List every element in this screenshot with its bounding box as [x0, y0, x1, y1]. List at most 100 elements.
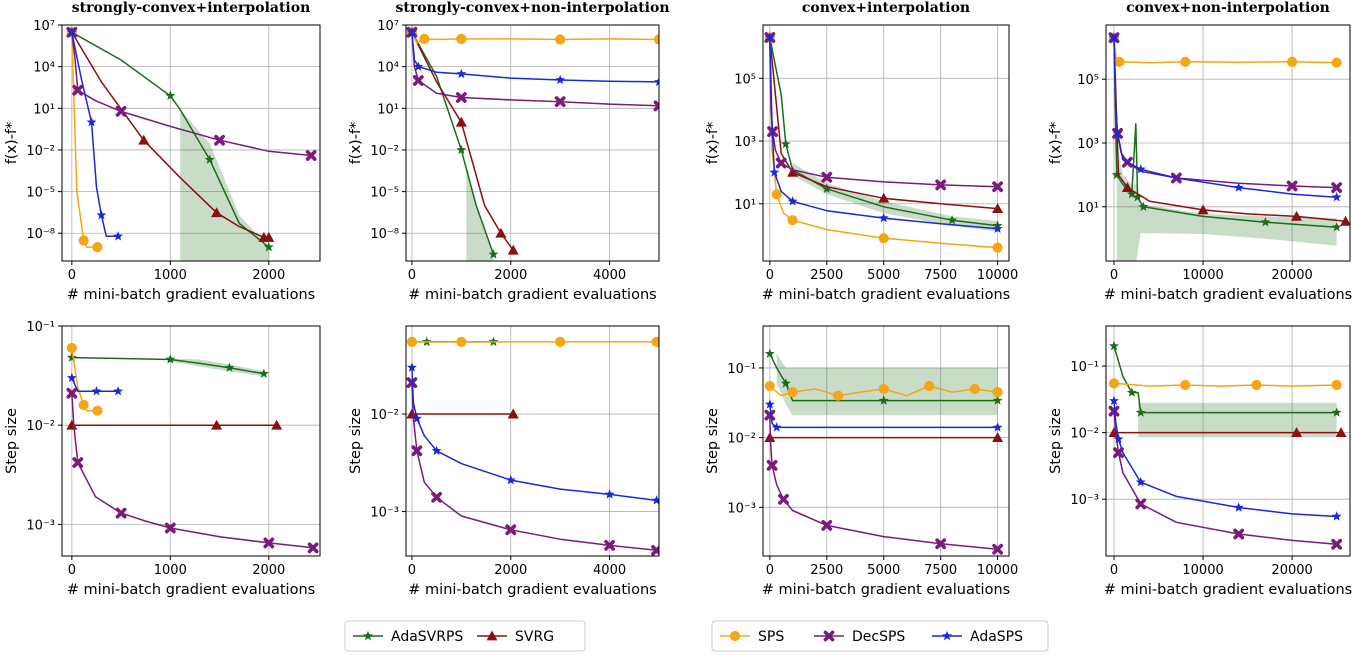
y-tick-label: 10⁻² — [370, 408, 399, 423]
x-tick-label: 10000 — [1182, 268, 1223, 283]
series-line-adasvrps — [71, 356, 265, 375]
x-tick-label: 0 — [408, 268, 416, 283]
point-sps — [833, 390, 844, 401]
point-decsps-core — [824, 174, 830, 180]
point-decsps-core — [1236, 531, 1242, 537]
y-tick-label: 10⁴ — [33, 61, 55, 76]
y-tick-label: 10⁻³ — [26, 518, 55, 533]
point-decsps-core — [1138, 501, 1144, 507]
point-adasvrps — [224, 362, 235, 372]
x-tick-label: 4000 — [593, 563, 626, 578]
point-decsps-core — [508, 527, 514, 533]
legend-marker-adasps — [942, 630, 952, 641]
panel-4-plot-area — [1108, 32, 1350, 261]
point-decsps-core — [167, 525, 173, 531]
point-decsps-core — [1334, 184, 1340, 191]
point-sps — [78, 235, 89, 246]
series-line-adasps — [71, 32, 119, 238]
x-tick-label: 10000 — [977, 563, 1018, 578]
panel-3-title: convex+interpolation — [802, 0, 970, 16]
point-adasvrps — [66, 352, 77, 362]
y-tick-label: 10⁻³ — [370, 506, 399, 521]
point-svrg — [495, 227, 507, 238]
x-tick-label: 0 — [766, 563, 774, 578]
axes-frame — [405, 325, 660, 557]
point-adasps — [769, 167, 780, 177]
legend-label: SVRG — [515, 629, 554, 645]
point-sps — [878, 383, 889, 395]
point-sps — [555, 34, 566, 45]
point-adasvrps — [1126, 188, 1137, 199]
point-sps — [771, 189, 782, 200]
y-tick-label: 10³ — [734, 135, 756, 150]
point-adasvrps — [1111, 169, 1122, 180]
x-tick-label: 0 — [68, 268, 76, 283]
panel-2-ylabel: f(x)-f* — [348, 122, 364, 165]
point-decsps-core — [653, 547, 659, 553]
point-adasps — [878, 212, 889, 223]
y-tick-label: 10³ — [1077, 137, 1099, 152]
point-adasps — [113, 231, 124, 241]
point-svrg — [507, 408, 519, 419]
legend-label: DecSPS — [852, 629, 905, 645]
point-svrg — [787, 166, 799, 177]
point-adasvrps — [165, 354, 176, 364]
point-adasps — [1135, 164, 1146, 174]
point-sps — [1180, 379, 1191, 391]
point-sps — [406, 336, 418, 347]
point-adasps — [1112, 128, 1123, 138]
panel-8-ylabel: Step size — [1048, 408, 1064, 474]
panel-7-plot-area — [764, 348, 1004, 555]
legend-marker-sps — [729, 630, 741, 642]
x-tick-label: 0 — [68, 563, 76, 578]
point-adasps — [604, 489, 615, 499]
legend: SPS DecSPS AdaSPS — [711, 620, 1049, 652]
point-sps — [1180, 56, 1191, 67]
point-adasvrps — [1126, 387, 1137, 397]
point-decsps-core — [69, 390, 75, 396]
point-adasps — [456, 68, 467, 79]
point-decsps-core — [75, 87, 81, 93]
point-decsps-core — [769, 462, 775, 468]
point-sps — [787, 387, 798, 398]
band-adasvrps — [776, 353, 998, 416]
legend-item-decsps: DecSPS — [814, 629, 905, 645]
panel-4-ylabel: f(x)-f* — [1048, 122, 1064, 165]
point-svrg — [271, 419, 283, 430]
point-adasps — [91, 386, 102, 396]
point-svrg — [1335, 427, 1347, 438]
panel-6-ylabel: Step size — [348, 408, 364, 474]
point-sps — [92, 405, 103, 416]
y-tick-label: 10⁻² — [1070, 427, 1099, 442]
point-decsps-core — [118, 108, 124, 114]
point-adasvrps — [1109, 340, 1119, 351]
series-line-sps — [1113, 382, 1337, 387]
legend-label: SPS — [758, 629, 784, 645]
series-line-decsps — [411, 382, 657, 552]
point-svrg — [455, 116, 467, 127]
x-tick-label: 5000 — [867, 268, 900, 283]
panel-4: 0 10000 20000 10⁵ 10³ 10¹ convex+non-interpola… — [1048, 0, 1352, 303]
panel-1: 0 1000 2000 10⁷ 10⁴ 10¹ 10⁻² 10⁻⁵ 10⁻⁸ strongly-c… — [4, 0, 321, 303]
point-decsps-core — [1289, 183, 1295, 189]
series-line-svrg — [411, 31, 514, 251]
panel-2-plot-area — [406, 26, 659, 261]
legend-item-adasps: AdaSPS — [932, 629, 1023, 645]
point-adasps — [411, 413, 422, 423]
point-adasps — [505, 474, 516, 485]
y-tick-label: 10⁻⁵ — [370, 186, 399, 201]
panel-1-plot-area — [66, 26, 317, 261]
point-decsps-core — [266, 540, 272, 546]
point-sps — [1251, 379, 1262, 391]
panel-2-xlabel: # mini-batch gradient evaluations — [408, 287, 656, 303]
axes-frame — [762, 24, 1010, 262]
point-adasps — [1233, 182, 1244, 192]
point-sps — [1331, 379, 1342, 391]
axes-frame — [405, 24, 660, 262]
point-decsps-core — [656, 103, 659, 109]
x-tick-label: 2000 — [494, 268, 527, 283]
point-decsps-core — [995, 546, 1001, 552]
panel-3-xlabel: # mini-batch gradient evaluations — [762, 287, 1010, 303]
x-tick-label: 7500 — [924, 268, 957, 283]
